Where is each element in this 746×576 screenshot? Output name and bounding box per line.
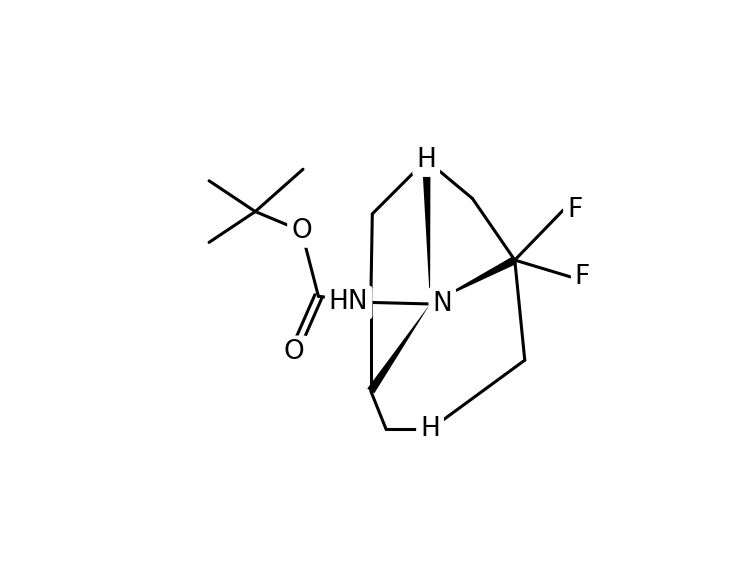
Text: H: H [420,416,440,442]
Text: HN: HN [329,289,369,316]
Text: F: F [567,197,583,223]
Polygon shape [367,304,430,393]
Polygon shape [430,256,517,304]
Text: F: F [575,264,590,290]
Text: H: H [416,147,436,173]
Text: N: N [433,291,452,317]
Text: O: O [291,218,312,244]
Text: O: O [283,339,304,366]
Polygon shape [422,160,430,304]
